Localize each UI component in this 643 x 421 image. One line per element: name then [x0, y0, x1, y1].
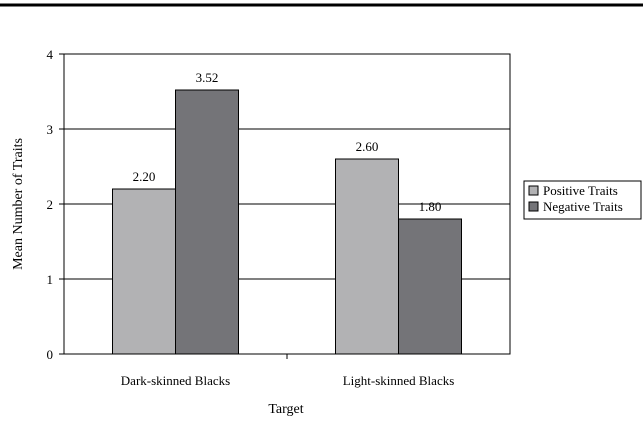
legend-swatch [528, 201, 539, 212]
labels: 0 1 2 3 4 2.20 3.52 Dark-skinned Blacks 2.60 1.80… [47, 47, 455, 388]
y-tick-label: 2 [47, 197, 54, 212]
bars [112, 89, 462, 355]
data-label: 2.60 [356, 139, 379, 154]
bar [335, 158, 399, 355]
data-label: 2.20 [133, 169, 156, 184]
y-tick-label: 0 [47, 347, 54, 362]
y-axis-title: Mean Number of Traits [11, 138, 26, 270]
bar [112, 188, 176, 355]
legend-swatch [528, 185, 539, 196]
y-tick-label: 4 [47, 47, 54, 62]
data-label: 3.52 [196, 70, 219, 85]
axes [59, 53, 511, 359]
legend-box [523, 180, 642, 220]
bar [175, 89, 239, 355]
x-axis-title: Target [268, 402, 303, 417]
y-tick-label: 3 [47, 122, 54, 137]
x-tick-label: Light-skinned Blacks [343, 373, 455, 388]
x-tick-label: Dark-skinned Blacks [121, 373, 230, 388]
data-label: 1.80 [419, 199, 442, 214]
legend-label: Positive Traits [543, 183, 618, 198]
y-tick-label: 1 [47, 272, 54, 287]
bar [398, 218, 462, 355]
legend-label: Negative Traits [543, 199, 623, 214]
